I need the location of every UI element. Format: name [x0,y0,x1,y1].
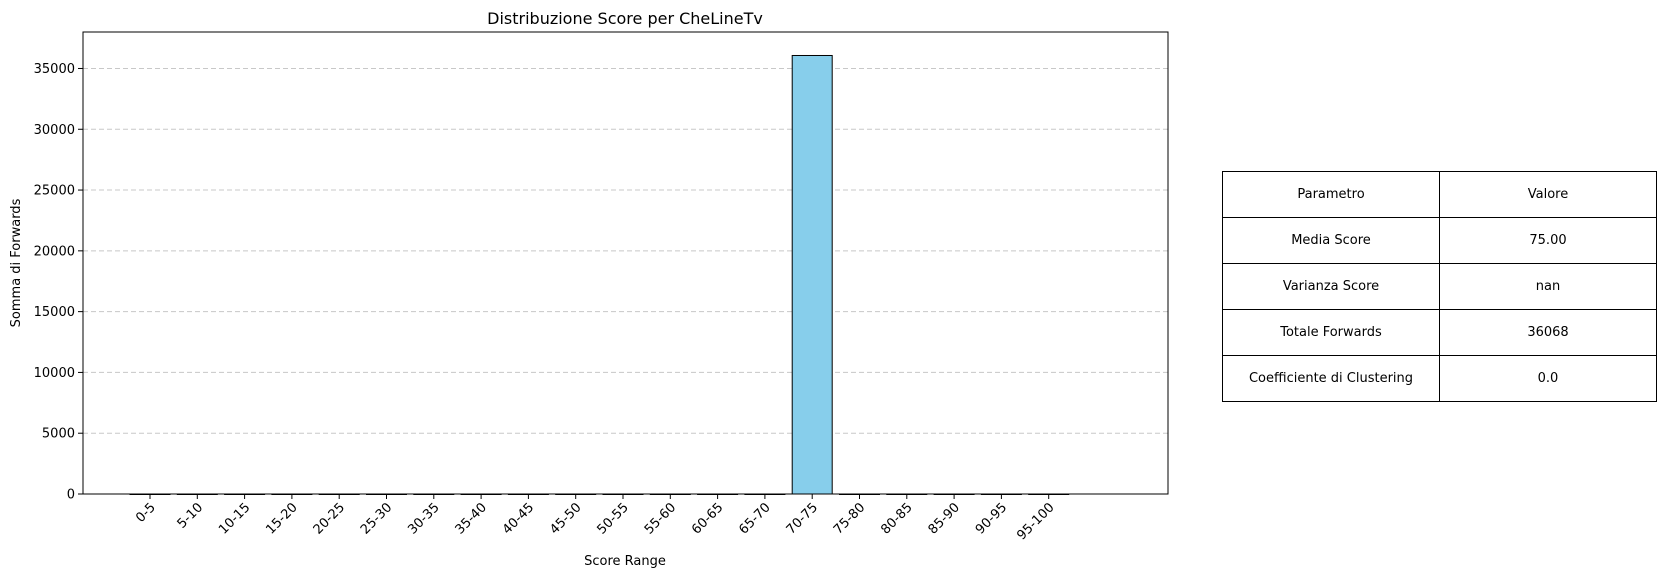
grid-lines [83,67,1168,434]
stats-table: Parametro Valore Media Score 75.00 Varia… [1222,171,1657,402]
x-tick-label: 50-55 [595,500,632,537]
table-cell: 36068 [1439,309,1657,356]
x-tick-label: 80-85 [878,500,915,537]
table-cell: 0.0 [1439,355,1657,402]
x-tick-label: 0-5 [133,500,159,526]
x-tick-label: 20-25 [311,500,348,537]
table-cell: Media Score [1222,217,1440,264]
y-tick-label: 0 [67,488,75,503]
y-tick-label: 15000 [34,305,75,320]
table-row: Media Score 75.00 [1222,217,1657,264]
y-axis-label: Somma di Forwards [9,198,24,327]
y-tick-label: 20000 [34,244,75,259]
chart-title: Distribuzione Score per CheLineTv [487,9,763,28]
table-header-cell: Parametro [1222,171,1440,218]
x-tick-label: 75-80 [831,500,868,537]
table-row: Totale Forwards 36068 [1222,309,1657,356]
y-tick-label: 5000 [42,427,75,442]
y-tick-label: 30000 [34,123,75,138]
x-tick-label: 5-10 [175,500,206,531]
x-tick-label: 95-100 [1014,500,1057,543]
table-cell: 75.00 [1439,217,1657,264]
bars [129,54,1070,495]
table-cell: nan [1439,263,1657,310]
table-row: Coefficiente di Clustering 0.0 [1222,355,1657,402]
table-cell: Varianza Score [1222,263,1440,310]
x-tick-label: 55-60 [642,500,679,537]
bar-chart: 0 5000 10000 15000 20000 25000 30000 35000 0-5 5… [9,9,1169,569]
x-tick-label: 15-20 [263,500,300,537]
table-cell: Totale Forwards [1222,309,1440,356]
y-tick-label: 35000 [34,62,75,77]
x-tick-label: 25-30 [358,500,395,537]
y-tick-label: 25000 [34,184,75,199]
y-tick-label: 10000 [34,366,75,381]
table-header-cell: Valore [1439,171,1657,218]
x-tick-label: 60-65 [689,500,726,537]
plot-frame [82,31,1169,495]
x-tick-label: 45-50 [547,500,584,537]
x-axis-label: Score Range [584,554,666,569]
x-tick-label: 10-15 [216,500,253,537]
table-header-row: Parametro Valore [1222,171,1657,218]
x-tick-label: 90-95 [973,500,1010,537]
x-tick-label: 30-35 [405,500,442,537]
x-ticks: 0-5 5-10 10-15 15-20 20-25 25-30 30-35 35-40 40-… [133,494,1058,543]
x-tick-label: 35-40 [453,500,490,537]
table-cell: Coefficiente di Clustering [1222,355,1440,402]
table-row: Varianza Score nan [1222,263,1657,310]
bar [791,54,833,495]
x-tick-label: 85-90 [926,500,963,537]
x-tick-label: 40-45 [500,500,537,537]
y-ticks: 0 5000 10000 15000 20000 25000 30000 35000 [34,62,83,503]
x-tick-label: 65-70 [736,500,773,537]
x-tick-label: 70-75 [784,500,821,537]
